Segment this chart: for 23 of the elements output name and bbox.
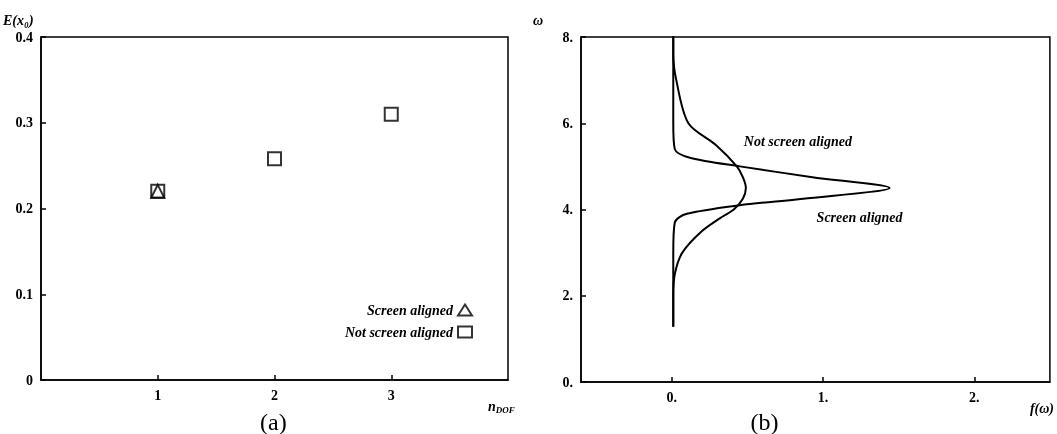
y-axis-title: ω: [533, 12, 544, 28]
y-tick-label: 0.3: [15, 115, 33, 131]
legend-label: Not screen aligned: [343, 324, 454, 340]
y-tick-label: 2.: [562, 288, 573, 304]
series-label: Not screen aligned: [742, 134, 853, 150]
y-tick-label: 0.: [562, 374, 573, 390]
x-tick-label: 2: [271, 387, 278, 403]
x-axis-title: f(ω): [1029, 400, 1055, 417]
y-tick-label: 4.: [562, 202, 573, 217]
x-tick-label: 1: [154, 387, 162, 403]
y-tick-label: 0.4: [15, 29, 33, 45]
series-label: Screen aligned: [816, 210, 904, 226]
y-tick-label: 6.: [562, 115, 573, 131]
x-tick-label: 1.: [817, 389, 829, 405]
y-tick-label: 8.: [562, 29, 573, 45]
legend-label: Screen aligned: [367, 302, 454, 318]
y-tick-label: 0.2: [15, 201, 33, 216]
y-tick-label: 0: [26, 372, 33, 388]
x-tick-label: 2.: [969, 389, 980, 405]
x-tick-label: 0.: [666, 389, 677, 405]
x-tick-label: 3: [387, 387, 395, 403]
y-axis-title: E(x₀): [2, 12, 34, 29]
y-tick-label: 0.1: [15, 286, 33, 302]
